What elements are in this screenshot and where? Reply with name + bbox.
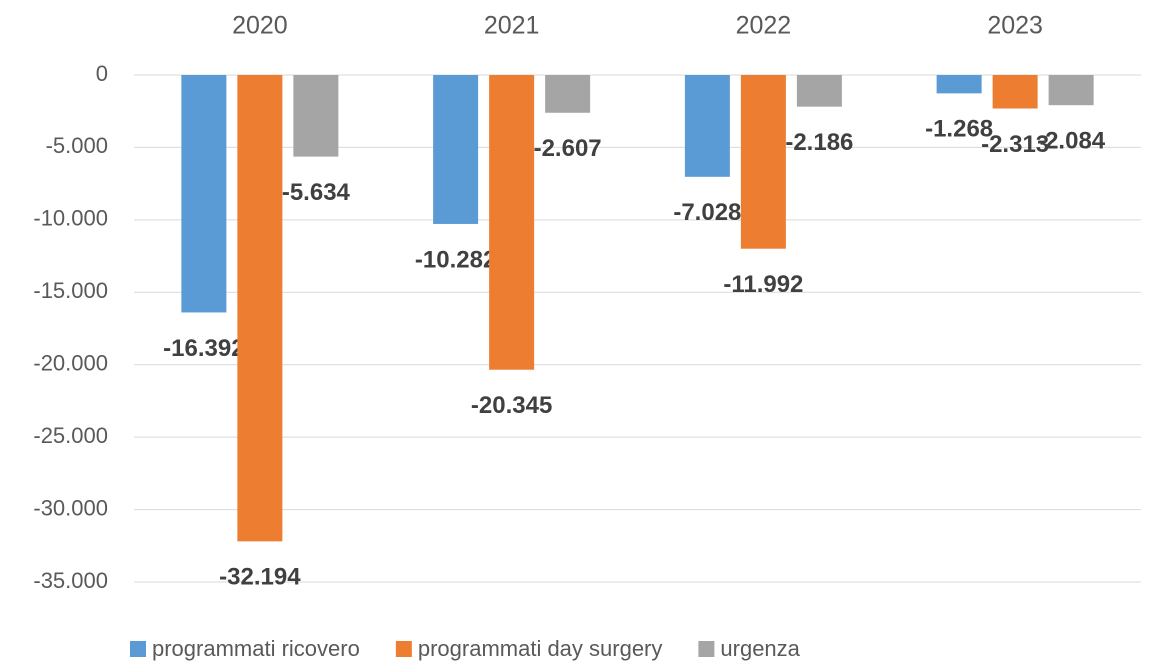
data-label: -32.194 [219, 564, 301, 591]
data-label: -1.268 [925, 116, 993, 143]
y-tick-label: -30.000 [33, 495, 108, 520]
y-tick-label: -35.000 [33, 568, 108, 593]
bar [293, 75, 339, 157]
legend-swatch [395, 641, 412, 657]
category-label: 2022 [736, 12, 792, 40]
data-label: -2.084 [1037, 128, 1106, 155]
bar [433, 75, 479, 224]
legend-label: urgenza [720, 636, 800, 661]
bar [237, 75, 283, 542]
legend-swatch [698, 641, 715, 657]
category-label: 2020 [232, 12, 288, 40]
data-label: -7.028 [673, 199, 741, 226]
y-tick-label: -15.000 [33, 278, 108, 303]
y-tick-label: 0 [96, 61, 108, 86]
bar [181, 75, 227, 313]
data-label: -2.186 [785, 129, 853, 156]
legend-label: programmati ricovero [152, 636, 360, 661]
data-label: -11.992 [723, 271, 803, 298]
category-label: 2023 [987, 12, 1043, 40]
y-tick-label: -10.000 [33, 206, 108, 231]
bar [740, 75, 786, 249]
data-label: -16.392 [163, 335, 244, 362]
bar [936, 75, 982, 94]
data-label: -20.345 [471, 392, 552, 419]
data-label: -10.282 [415, 246, 496, 273]
data-label: -5.634 [282, 179, 351, 206]
category-label: 2021 [484, 12, 540, 40]
legend-swatch [130, 641, 146, 657]
y-tick-label: -20.000 [33, 351, 108, 376]
bar [684, 75, 730, 177]
bar [545, 75, 591, 113]
bar [489, 75, 535, 370]
legend-label: programmati day surgery [418, 636, 663, 661]
y-tick-label: -25.000 [33, 423, 108, 448]
bar [796, 75, 842, 107]
data-label: -2.313 [981, 131, 1049, 158]
bar [992, 75, 1038, 109]
bar [1048, 75, 1094, 106]
data-label: -2.607 [534, 135, 602, 162]
y-tick-label: -5.000 [46, 133, 108, 158]
